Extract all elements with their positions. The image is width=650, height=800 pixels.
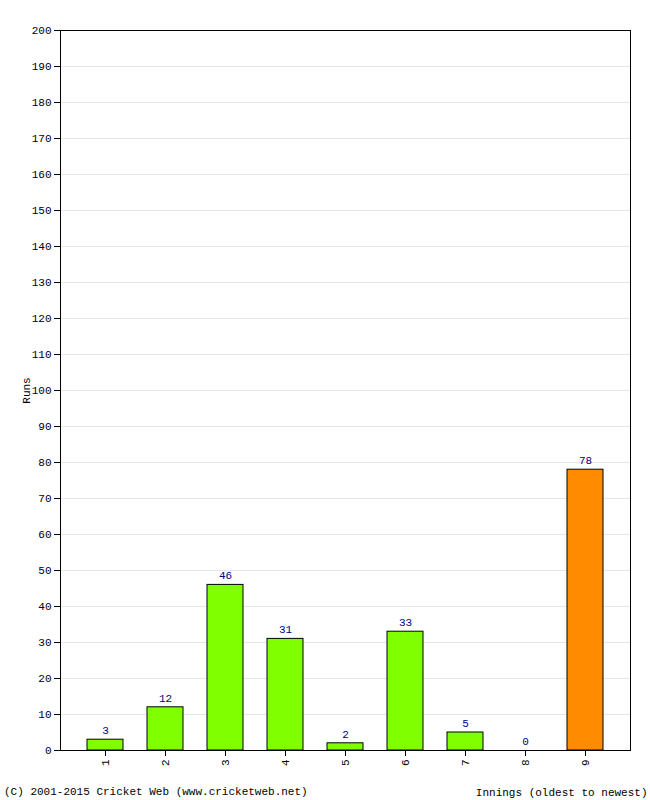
svg-text:160: 160 xyxy=(32,169,52,181)
svg-text:90: 90 xyxy=(38,421,51,433)
svg-text:12: 12 xyxy=(159,693,172,705)
svg-text:2: 2 xyxy=(160,760,172,767)
svg-text:60: 60 xyxy=(38,529,51,541)
svg-text:130: 130 xyxy=(32,277,52,289)
svg-text:1: 1 xyxy=(100,759,112,766)
svg-text:180: 180 xyxy=(32,97,52,109)
svg-text:78: 78 xyxy=(579,455,592,467)
svg-text:10: 10 xyxy=(38,709,51,721)
svg-text:7: 7 xyxy=(460,760,472,767)
svg-text:4: 4 xyxy=(280,759,292,766)
svg-text:0: 0 xyxy=(522,736,529,748)
svg-text:Innings (oldest to newest): Innings (oldest to newest) xyxy=(476,787,648,799)
svg-text:3: 3 xyxy=(102,725,109,737)
svg-text:170: 170 xyxy=(32,133,52,145)
svg-text:80: 80 xyxy=(38,457,51,469)
svg-text:40: 40 xyxy=(38,601,51,613)
svg-text:3: 3 xyxy=(220,760,232,767)
svg-text:20: 20 xyxy=(38,673,51,685)
svg-text:Runs: Runs xyxy=(21,377,33,403)
svg-text:30: 30 xyxy=(38,637,51,649)
svg-text:5: 5 xyxy=(462,718,469,730)
svg-text:31: 31 xyxy=(279,624,293,636)
svg-text:150: 150 xyxy=(32,205,52,217)
svg-text:100: 100 xyxy=(32,385,52,397)
svg-text:50: 50 xyxy=(38,565,51,577)
svg-text:0: 0 xyxy=(45,745,52,757)
svg-text:70: 70 xyxy=(38,493,51,505)
svg-text:120: 120 xyxy=(32,313,52,325)
svg-text:2: 2 xyxy=(342,729,349,741)
svg-text:33: 33 xyxy=(399,617,412,629)
svg-text:110: 110 xyxy=(32,349,52,361)
svg-text:5: 5 xyxy=(340,760,352,767)
svg-text:46: 46 xyxy=(219,570,232,582)
svg-text:190: 190 xyxy=(32,61,52,73)
svg-text:8: 8 xyxy=(520,760,532,767)
svg-text:9: 9 xyxy=(580,760,592,767)
svg-text:6: 6 xyxy=(400,760,412,767)
svg-text:200: 200 xyxy=(32,25,52,37)
html-text:(C) 2001-2015 Cricket Web (www: (C) 2001-2015 Cricket Web (www.cricketwe… xyxy=(4,786,308,798)
svg-text:140: 140 xyxy=(32,241,52,253)
